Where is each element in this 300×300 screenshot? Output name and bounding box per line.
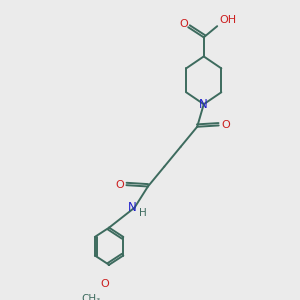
Text: O: O bbox=[179, 19, 188, 29]
Text: N: N bbox=[128, 201, 136, 214]
Text: CH₃: CH₃ bbox=[81, 293, 100, 300]
Text: O: O bbox=[221, 120, 230, 130]
Text: O: O bbox=[116, 180, 124, 190]
Text: N: N bbox=[200, 98, 208, 111]
Text: OH: OH bbox=[219, 15, 236, 25]
Text: O: O bbox=[100, 279, 109, 289]
Text: H: H bbox=[139, 208, 147, 218]
